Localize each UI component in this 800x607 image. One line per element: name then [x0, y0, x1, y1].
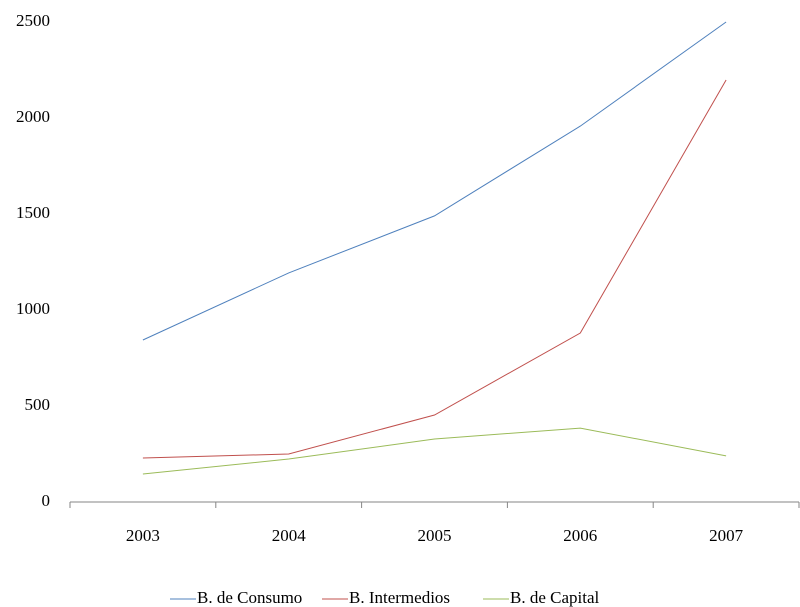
line-series	[142, 79, 727, 459]
x-tick-label: 2004	[272, 526, 307, 545]
x-tick-label: 2003	[126, 526, 160, 545]
y-tick-label: 2000	[16, 107, 50, 126]
y-tick-label: 2500	[16, 11, 50, 30]
line-series	[142, 427, 727, 475]
y-tick-label: 500	[25, 395, 51, 414]
x-tick-label: 2005	[418, 526, 452, 545]
legend-label: B. de Capital	[510, 588, 600, 607]
y-tick-label: 1000	[16, 299, 50, 318]
legend-label: B. de Consumo	[197, 588, 302, 607]
x-tick-label: 2006	[563, 526, 597, 545]
x-tick-label: 2007	[709, 526, 744, 545]
y-tick-label: 0	[42, 491, 51, 510]
legend-label: B. Intermedios	[349, 588, 450, 607]
line-series	[142, 21, 727, 341]
y-tick-label: 1500	[16, 203, 50, 222]
